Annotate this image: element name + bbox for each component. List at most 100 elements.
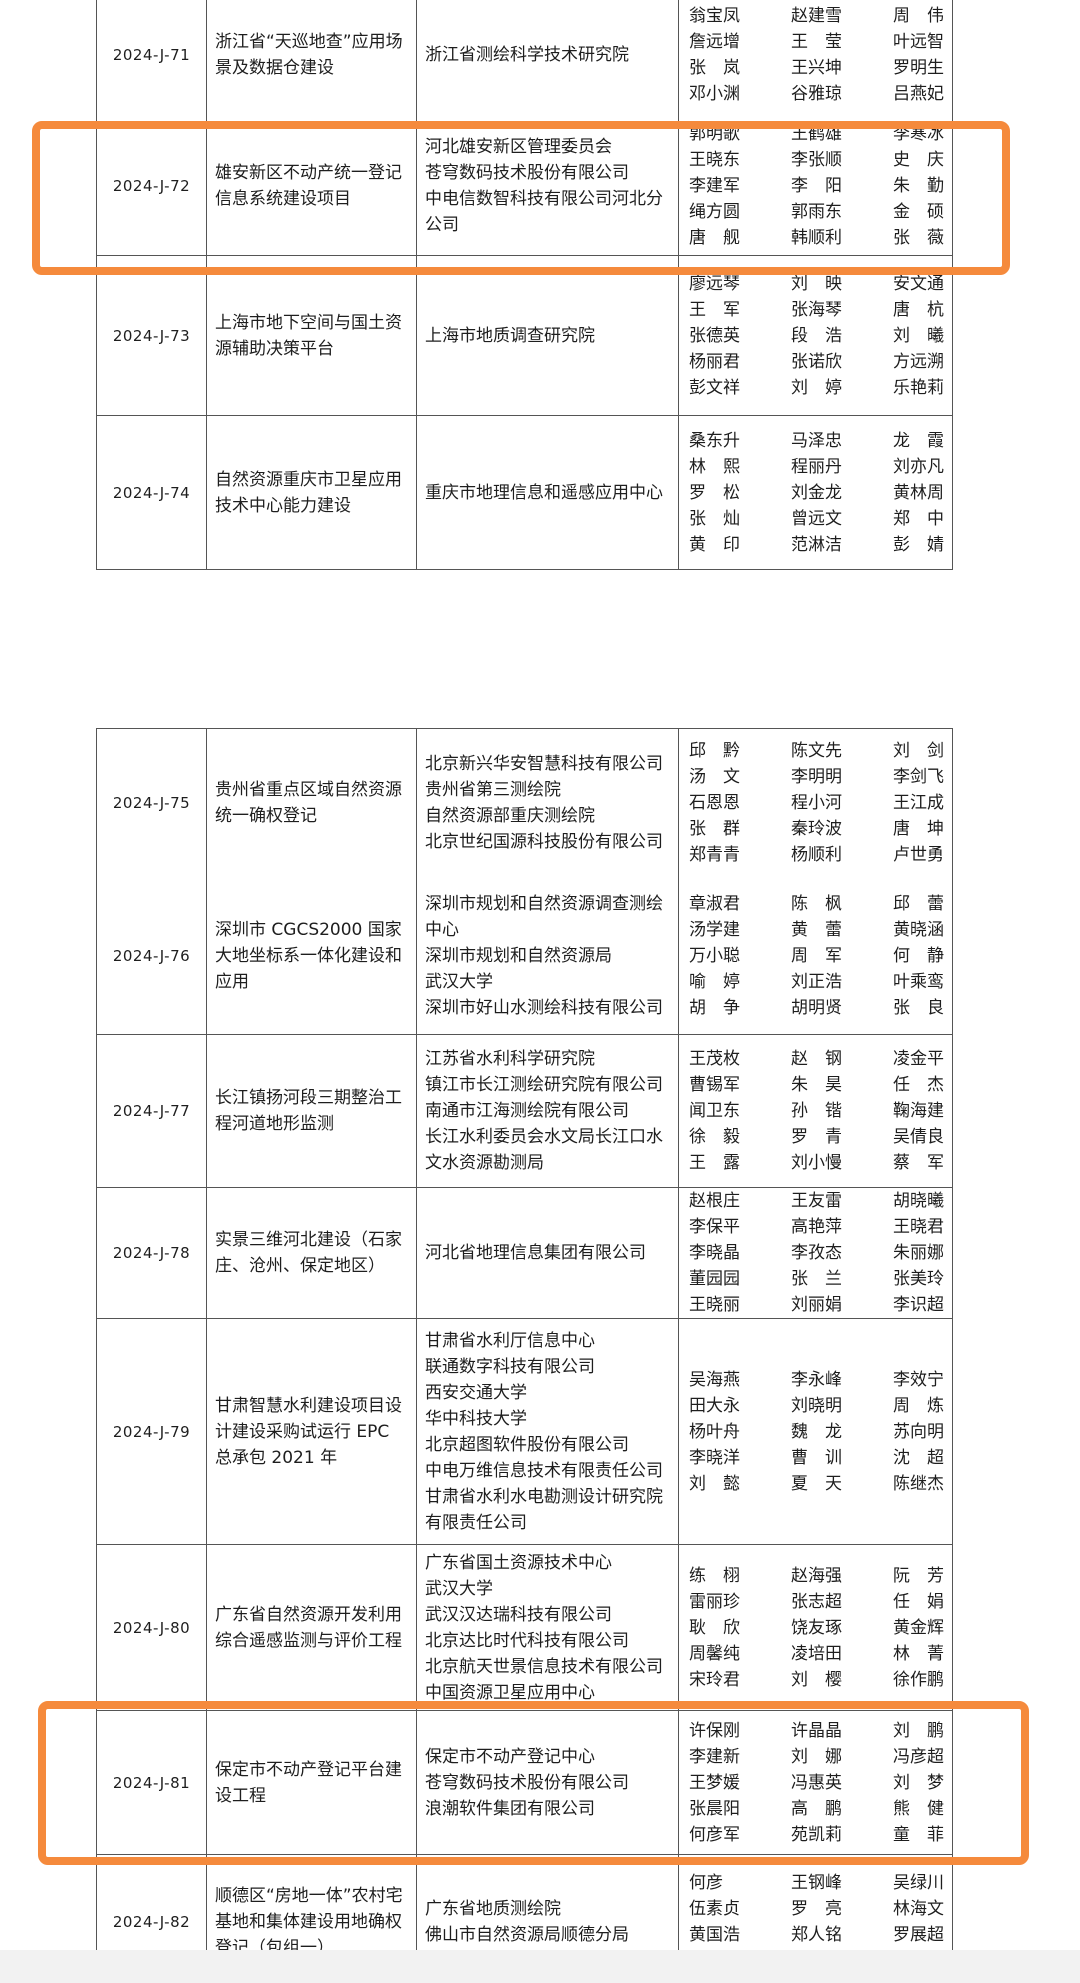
person-name: 冯彦超 [893,1746,944,1767]
person-name: 练 栩 [689,1565,740,1586]
person-name: 王钢峰 [791,1873,842,1893]
person-name: 刘 樱 [791,1669,842,1690]
project-id: 2024-J-72 [97,116,207,255]
person-name: 张 岚 [689,57,740,78]
person-name: 王晓丽 [689,1295,740,1315]
person-name: 喻 婷 [689,971,740,992]
project-cell: 保定市不动产登记平台建设工程 [207,1711,417,1854]
project-cell: 自然资源重庆市卫星应用技术中心能力建设 [207,416,417,569]
units-list: 广东省国土资源技术中心 武汉大学 武汉汉达瑞科技有限公司 北京达比时代科技有限公司 北京… [425,1550,670,1706]
person-name: 冯惠英 [791,1772,842,1793]
person-name: 李识超 [893,1295,944,1315]
person-name: 吕燕妃 [893,83,944,104]
person-name: 刘丽娟 [791,1295,842,1315]
units-list: 浙江省测绘科学技术研究院 [425,42,670,68]
units-cell: 江苏省水利科学研究院 镇江市长江测绘研究院有限公司 南通市江海测绘院有限公司 长江水利… [417,1035,679,1187]
table-row: 2024-J-76 深圳市 CGCS2000 国家大地坐标系一体化建设和应用 深圳市… [96,877,953,1035]
unit-name: 自然资源部重庆测绘院 [425,806,595,826]
person-name: 翁宝凤 [689,5,740,26]
person-name: 彭 婧 [893,534,944,555]
person-name: 胡明贤 [791,997,842,1018]
names-grid: 王茂枚 赵 钢 凌金平 曹锡军 朱 昊 任 杰闻卫东 孙 锴 鞠海建徐 毅 罗 青 吴倩良王 露 刘… [689,1046,944,1176]
person-name: 刘 婷 [791,377,842,398]
person-name: 韩顺利 [791,227,842,248]
person-name: 李晓晶 [689,1243,740,1263]
unit-name: 武汉大学 [425,971,493,992]
person-name: 刘晓明 [791,1395,842,1416]
person-name: 徐 毅 [689,1127,740,1147]
person-name: 史 庆 [893,149,944,170]
person-name: 林 菁 [893,1643,944,1664]
person-name: 王茂枚 [689,1049,740,1069]
person-name: 鞠海建 [893,1101,944,1121]
person-name: 李效宁 [893,1369,944,1390]
project-name: 甘肃智慧水利建设项目设计建设采购试运行 EPC 总承包 2021 年 [215,1395,402,1468]
person-name: 徐作鹏 [893,1669,944,1690]
unit-name: 北京超图软件股份有限公司 [425,1434,629,1455]
unit-name: 中国资源卫星应用中心 [425,1682,595,1703]
unit-name: 西安交通大学 [425,1382,527,1403]
person-name: 任 娟 [893,1591,944,1612]
names-grid: 翁宝凤 赵建雪 周 伟詹远增 王 莹 叶远智张 岚 王兴坤 罗明生 邓小渊 谷雅琼 吕燕妃 [689,3,944,107]
names-cell: 邱 黔 陈文先 刘 剑汤 文 李明明 李剑飞 石恩恩 程小河 王江成张 群 秦玲波 唐 坤郑青青 杨… [679,729,954,877]
person-name: 张 良 [893,997,944,1018]
highlight-box [38,1701,1029,1865]
names-cell: 翁宝凤 赵建雪 周 伟詹远增 王 莹 叶远智张 岚 王兴坤 罗明生 邓小渊 谷雅琼 吕燕妃 [679,0,954,116]
project-name: 保定市不动产登记平台建设工程 [215,1759,402,1806]
person-name: 张美玲 [893,1269,944,1289]
names-grid: 练 栩 赵海强 阮 芳雷丽珍 张志超 任 娟耿 欣 饶友琢 黄金辉 周馨纯 凌培田 林 菁宋玲君 刘… [689,1563,944,1693]
person-name: 黄 印 [689,534,740,555]
project-cell: 上海市地下空间与国土资源辅助决策平台 [207,256,417,415]
project-name: 深圳市 CGCS2000 国家大地坐标系一体化建设和应用 [215,919,402,992]
person-name: 安文通 [893,273,944,294]
unit-name: 北京航天世景信息技术有限公司 [425,1656,663,1677]
person-name: 许晶晶 [791,1720,842,1741]
units-list: 广东省地质测绘院 佛山市自然资源局顺德分局 [425,1896,670,1948]
person-name: 章淑君 [689,893,740,914]
person-name: 刘 梦 [893,1772,944,1793]
table-row: 2024-J-79 甘肃智慧水利建设项目设计建设采购试运行 EPC 总承包 202… [96,1319,953,1545]
names-cell: 廖远琴 刘 映 安文通王 军 张海琴 唐 杭张德英 段 浩 刘 曦杨丽君 张诺欣 方远溯 彭文祥 刘… [679,256,954,415]
person-name: 石恩恩 [689,793,740,813]
unit-name: 苍穹数码技术股份有限公司 [425,1772,629,1793]
person-name: 谷雅琼 [791,83,842,104]
project-id: 2024-J-80 [97,1545,207,1710]
project-id: 2024-J-81 [97,1711,207,1854]
unit-name: 广东省地质测绘院 [425,1899,561,1919]
names-cell: 桑东升 马泽忠 龙 霞林 熙 程丽丹 刘亦凡罗 松 刘金龙 黄林周张 灿 曾远文 郑 中黄 印 范… [679,416,954,569]
person-name: 罗 亮 [791,1899,842,1919]
person-name: 苏向明 [893,1421,944,1442]
person-name: 沈 超 [893,1447,944,1468]
person-name: 陈继杰 [893,1473,944,1494]
person-name: 杨丽君 [689,351,740,372]
unit-name: 武汉汉达瑞科技有限公司 [425,1604,612,1625]
project-name: 雄安新区不动产统一登记信息系统建设项目 [215,162,402,209]
person-name: 杨顺利 [791,845,842,865]
units-cell: 保定市不动产登记中心 苍穹数码技术股份有限公司 浪潮软件集团有限公司 [417,1711,679,1854]
person-name: 杨叶舟 [689,1421,740,1442]
person-name: 吴绿川 [893,1873,944,1893]
person-name: 田大永 [689,1395,740,1416]
person-name: 王友雷 [791,1191,842,1211]
unit-name: 中电万维信息技术有限责任公司 [425,1460,663,1481]
person-name: 张晨阳 [689,1798,740,1819]
person-name: 王江成 [893,793,944,813]
units-list: 河北雄安新区管理委员会 苍穹数码技术股份有限公司 中电信数智科技有限公司河北分公司 [425,134,670,238]
unit-name: 深圳市规划和自然资源局 [425,945,612,966]
units-list: 江苏省水利科学研究院 镇江市长江测绘研究院有限公司 南通市江海测绘院有限公司 长江水利… [425,1046,670,1176]
person-name: 张 群 [689,819,740,839]
person-name: 何彦军 [689,1824,740,1845]
person-name: 宋玲君 [689,1669,740,1690]
person-name: 李孜态 [791,1243,842,1263]
person-name: 伍素贞 [689,1899,740,1919]
project-cell: 深圳市 CGCS2000 国家大地坐标系一体化建设和应用 [207,877,417,1034]
person-name: 李保平 [689,1217,740,1237]
unit-name: 广东省国土资源技术中心 [425,1552,612,1573]
units-list: 甘肃省水利厅信息中心 联通数字科技有限公司 西安交通大学 华中科技大学 北京超图软件股份… [425,1328,670,1536]
highlight-box [32,121,1010,275]
units-cell: 甘肃省水利厅信息中心 联通数字科技有限公司 西安交通大学 华中科技大学 北京超图软件股份… [417,1319,679,1544]
person-name: 张志超 [791,1591,842,1612]
person-name: 汤 文 [689,767,740,787]
unit-name: 甘肃省水利厅信息中心 [425,1330,595,1351]
